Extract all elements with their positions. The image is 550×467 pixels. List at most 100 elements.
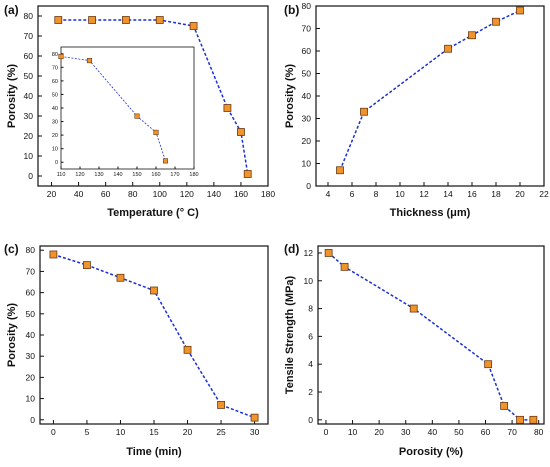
d-y-tick-label: 0 <box>308 415 313 425</box>
panel-a-plot-frame <box>37 5 269 187</box>
d-x-tick-label: 50 <box>454 427 464 437</box>
panel-b-x-axis-title: Thickness (μm) <box>390 207 471 219</box>
c-y-tick-label: 60 <box>26 288 36 298</box>
b-data-point <box>516 6 524 15</box>
panel-d-y-axis-title: Tensile Strength (MPa) <box>284 275 296 394</box>
panel-d-x-ticks: 0 10 20 30 40 50 60 70 80 <box>324 420 544 437</box>
a-y-tick-label: 30 <box>24 111 34 121</box>
panel-b-y-ticks: 0 10 20 30 40 50 60 70 80 <box>302 1 320 191</box>
b-x-tick-label: 8 <box>374 189 379 199</box>
d-x-tick-label: 70 <box>507 427 517 437</box>
ai-data-point <box>86 58 93 64</box>
b-x-tick-label: 6 <box>350 189 355 199</box>
b-x-tick-label: 10 <box>395 189 405 199</box>
ai-y-tick-label: 50 <box>52 92 58 98</box>
d-data-point <box>516 415 524 424</box>
panel-a-inset-x-ticks: 110 120 130 140 150 160 170 180 <box>57 166 199 178</box>
panel-c-label: (c) <box>4 242 19 256</box>
c-x-tick-label: 0 <box>51 427 56 437</box>
a-data-point <box>223 104 232 112</box>
a-data-point <box>122 16 130 24</box>
c-y-tick-label: 30 <box>26 351 36 361</box>
d-x-tick-label: 80 <box>534 427 544 437</box>
a-x-tick-label: 60 <box>101 189 111 199</box>
panel-a-x-axis-title: Temperature (° C) <box>107 207 199 219</box>
ai-y-tick-label: 80 <box>52 52 58 58</box>
c-x-tick-label: 15 <box>149 427 159 437</box>
d-y-tick-label: 2 <box>308 387 313 397</box>
a-x-tick-label: 20 <box>47 189 57 199</box>
panel-c-series <box>49 250 259 422</box>
c-x-tick-label: 20 <box>183 427 193 437</box>
c-y-tick-label: 50 <box>26 309 36 319</box>
a-data-point <box>243 170 252 178</box>
c-y-tick-label: 40 <box>26 330 36 340</box>
ai-data-point <box>58 53 64 60</box>
panel-c-plot-frame <box>39 245 269 425</box>
d-data-point <box>529 415 538 424</box>
b-x-tick-label: 22 <box>539 189 549 199</box>
c-x-tick-label: 5 <box>85 427 90 437</box>
b-y-tick-label: 60 <box>302 46 312 56</box>
c-y-tick-label: 20 <box>26 372 36 382</box>
a-data-point <box>88 16 97 24</box>
a-data-point <box>189 22 198 30</box>
ai-x-tick-label: 180 <box>189 172 198 178</box>
ai-x-tick-label: 150 <box>132 172 141 178</box>
c-data-point <box>217 401 225 409</box>
panel-d-y-ticks: 0 2 4 6 8 10 12 <box>304 248 322 425</box>
d-data-point <box>484 360 493 369</box>
panel-a-label: (a) <box>4 3 19 17</box>
ai-y-tick-label: 10 <box>52 147 58 153</box>
d-x-tick-label: 60 <box>481 427 491 437</box>
b-data-point <box>336 166 344 175</box>
panel-b: (b) 4 6 8 10 12 14 16 18 20 22 01020304050607080 … <box>284 1 549 219</box>
ai-data-point <box>162 158 169 164</box>
panel-d-x-axis-title: Porosity (%) <box>399 446 464 458</box>
d-x-tick-label: 30 <box>401 427 411 437</box>
b-y-tick-label: 30 <box>302 114 312 124</box>
b-x-tick-label: 4 <box>326 189 331 199</box>
c-data-point <box>250 413 259 422</box>
b-x-tick-label: 14 <box>443 189 453 199</box>
b-y-tick-label: 70 <box>302 24 312 34</box>
panel-b-y-axis-title: Porosity (%) <box>284 64 296 129</box>
d-y-tick-label: 12 <box>304 248 314 258</box>
c-data-point <box>49 250 58 259</box>
a-y-tick-label: 10 <box>24 151 34 161</box>
a-y-tick-label: 60 <box>24 51 34 61</box>
panel-a-y-axis-title: Porosity (%) <box>6 64 18 129</box>
panel-a-inset-y-ticks: 0 10 20 30 40 50 60 70 80 <box>52 52 64 166</box>
a-x-tick-label: 140 <box>207 189 221 199</box>
panel-a-inset: 110 120 130 140 150 160 170 180 0 10 20 30 40 50 60 70… <box>52 46 199 178</box>
b-x-tick-label: 20 <box>515 189 525 199</box>
a-x-tick-label: 100 <box>153 189 167 199</box>
b-x-tick-label: 16 <box>467 189 477 199</box>
c-y-tick-label: 70 <box>26 266 36 276</box>
c-x-tick-label: 25 <box>216 427 226 437</box>
panel-b-x-ticks: 4 6 8 10 12 14 16 18 20 22 <box>326 182 549 199</box>
a-y-tick-label: 40 <box>24 91 34 101</box>
c-x-tick-label: 30 <box>250 427 260 437</box>
b-data-point <box>444 44 452 53</box>
panel-c: (c) 0 5 10 15 20 25 30 0 10 20 30 40 50 60 70 80 Time … <box>4 242 269 458</box>
panel-b-plot-frame <box>315 5 545 187</box>
d-data-point <box>409 304 418 313</box>
b-y-tick-label: 40 <box>302 91 312 101</box>
ai-series-line <box>60 56 166 161</box>
panel-d-plot-frame <box>317 245 545 425</box>
d-y-tick-label: 4 <box>308 359 313 369</box>
c-data-point <box>83 261 91 269</box>
panel-c-y-ticks: 0 10 20 30 40 50 60 70 80 <box>26 245 44 425</box>
ai-x-tick-label: 130 <box>94 172 103 178</box>
panel-c-x-axis-title: Time (min) <box>126 446 182 458</box>
b-y-tick-label: 10 <box>302 159 312 169</box>
panel-d-label: (d) <box>284 242 299 256</box>
a-x-tick-label: 160 <box>234 189 248 199</box>
a-y-tick-label: 70 <box>24 31 34 41</box>
d-data-point <box>324 249 333 257</box>
b-y-tick-label: 0 <box>306 181 311 191</box>
d-x-tick-label: 0 <box>324 427 329 437</box>
d-x-tick-label: 10 <box>348 427 358 437</box>
c-y-tick-label: 10 <box>26 394 36 404</box>
